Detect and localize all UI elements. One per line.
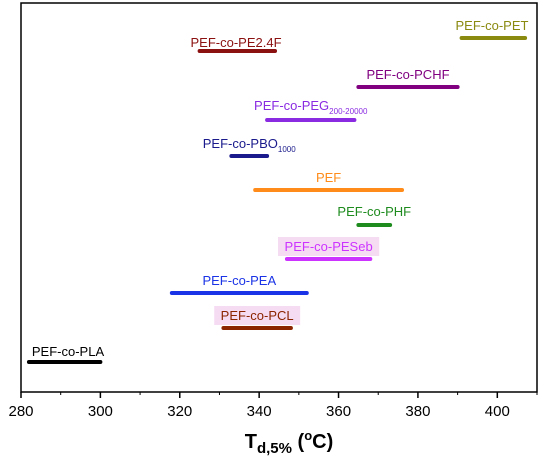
x-axis-title: Td,5% (oC) (245, 428, 334, 457)
series-label-9: PEF-co-PCL (221, 308, 294, 323)
series-label-5: PEF (316, 170, 341, 185)
x-axis-ticks: 280 300 320 340 360 380 400 (8, 392, 538, 420)
series-label-highlight-9 (214, 306, 301, 325)
plot-frame (20, 2, 538, 393)
series-label-10: PEF-co-PLA (32, 344, 105, 359)
x-tick-label-1: 300 (88, 403, 113, 420)
series-label-6: PEF-co-PHF (337, 204, 411, 219)
series-label-4: PEF-co-PBO1000 (203, 136, 296, 154)
x-tick-label-3: 340 (247, 403, 272, 420)
series-label-0: PEF-co-PET (456, 18, 529, 33)
series-label-highlight-7 (278, 237, 380, 256)
series-label-7: PEF-co-PESeb (285, 239, 373, 254)
x-tick-label-5: 380 (405, 403, 430, 420)
range-bars: PEF-co-PET PEF-co-PE2.4F PEF-co-PCHF PEF-co… (26, 18, 529, 364)
x-tick-label-0: 280 (8, 403, 33, 420)
series-label-8: PEF-co-PEA (202, 273, 276, 288)
series-label-2: PEF-co-PCHF (366, 67, 449, 82)
x-tick-label-2: 320 (167, 403, 192, 420)
series-label-3: PEF-co-PEG200-20000 (254, 98, 368, 116)
series-label-1: PEF-co-PE2.4F (190, 35, 281, 50)
x-tick-label-4: 360 (326, 403, 351, 420)
x-tick-label-6: 400 (485, 403, 510, 420)
